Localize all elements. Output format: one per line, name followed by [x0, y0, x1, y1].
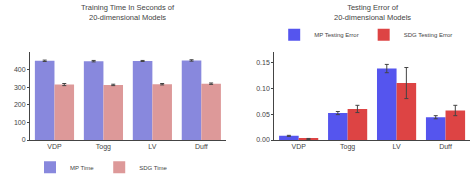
- svg-text:Togg: Togg: [340, 143, 355, 151]
- svg-text:MP Time: MP Time: [70, 165, 94, 171]
- svg-text:400: 400: [14, 66, 26, 73]
- svg-text:VDP: VDP: [47, 143, 62, 150]
- svg-text:Duff: Duff: [439, 143, 452, 150]
- svg-text:200: 200: [14, 101, 26, 108]
- svg-text:100: 100: [14, 119, 26, 126]
- svg-text:SDG Testing Error: SDG Testing Error: [404, 32, 453, 38]
- svg-text:0.05: 0.05: [256, 111, 270, 118]
- svg-text:Testing Error of20-dimensional: Testing Error of20-dimensional Models: [334, 3, 411, 22]
- svg-text:SDG Time: SDG Time: [139, 165, 167, 171]
- svg-text:MP Testing Error: MP Testing Error: [314, 32, 358, 38]
- svg-text:0.00: 0.00: [256, 136, 270, 143]
- svg-text:VDP: VDP: [291, 143, 306, 150]
- svg-text:300: 300: [14, 84, 26, 91]
- svg-text:LV: LV: [148, 143, 156, 150]
- svg-text:Duff: Duff: [195, 143, 208, 150]
- svg-text:0.10: 0.10: [256, 85, 270, 92]
- svg-text:LV: LV: [393, 143, 401, 150]
- svg-text:Togg: Togg: [96, 143, 111, 151]
- svg-text:0: 0: [22, 136, 26, 143]
- svg-text:0.15: 0.15: [256, 59, 270, 66]
- svg-text:Training Time In Seconds of20-: Training Time In Seconds of20-dimensiona…: [81, 3, 175, 22]
